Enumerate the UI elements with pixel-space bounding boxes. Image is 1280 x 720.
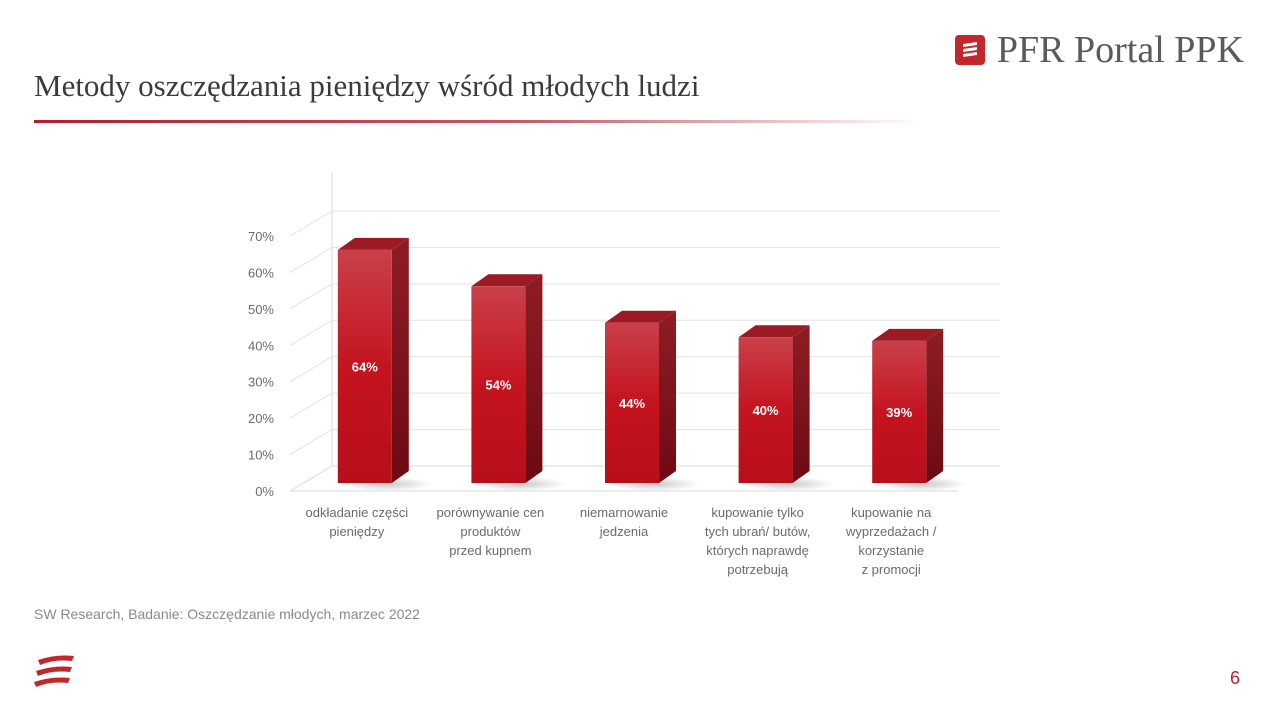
y-tick-label: 10% bbox=[248, 448, 274, 463]
y-tick-label: 50% bbox=[248, 302, 274, 317]
bar-top bbox=[337, 237, 409, 250]
gridline-side bbox=[289, 283, 333, 310]
bar-side bbox=[792, 325, 810, 483]
y-tick-label: 30% bbox=[248, 375, 274, 390]
gridline-side bbox=[289, 356, 333, 383]
bar-top bbox=[872, 328, 944, 341]
bar-side bbox=[525, 274, 543, 483]
bar-side bbox=[391, 237, 409, 483]
title-divider bbox=[34, 120, 924, 123]
x-tick-label: odkładanie części pieniędzy bbox=[305, 505, 408, 539]
bar-top bbox=[471, 274, 543, 287]
gridline-side bbox=[289, 246, 333, 273]
bar-chart: 0%10%20%30%40%50%60%70% 64%54%44% 40% 39% … bbox=[248, 172, 1000, 577]
pfr-logo-icon bbox=[954, 35, 985, 65]
bars: 64% 54% 44% 40% 39% bbox=[337, 237, 968, 491]
bar-front bbox=[872, 340, 927, 483]
bar-front bbox=[605, 322, 659, 483]
data-label: 54% bbox=[485, 378, 511, 393]
y-axis: 0% 10% 20% 30% 40% 50% 60% 70% bbox=[248, 229, 274, 499]
gridline-side bbox=[289, 319, 333, 346]
gridline-side bbox=[289, 392, 333, 419]
y-tick-label: 0% bbox=[255, 484, 274, 499]
y-tick-label: 60% bbox=[248, 265, 274, 280]
bar: 54% bbox=[471, 274, 567, 491]
data-label: 39% bbox=[886, 405, 912, 420]
source-note: SW Research, Badanie: Oszczędzanie młody… bbox=[34, 606, 420, 622]
page-number: 6 bbox=[1229, 668, 1240, 688]
y-tick-label: 40% bbox=[248, 338, 274, 353]
brand-name: PFR Portal PPK bbox=[996, 29, 1244, 71]
bar: 40% bbox=[738, 325, 834, 491]
brand-logo: PFR Portal PPK bbox=[954, 28, 1244, 72]
bar-front bbox=[471, 286, 526, 483]
x-tick-label: niemarnowanie jedzenia bbox=[580, 505, 668, 539]
y-tick-label: 70% bbox=[248, 229, 274, 244]
y-tick-label: 20% bbox=[248, 411, 274, 426]
bar-side bbox=[659, 310, 676, 483]
bar: 64% bbox=[337, 237, 433, 491]
slide-title: Metody oszczędzania pieniędzy wśród młod… bbox=[34, 68, 700, 103]
x-axis: odkładanie części pieniędzy porównywanie c… bbox=[305, 505, 936, 577]
bar: 44% bbox=[605, 310, 700, 491]
x-tick-label: kupowanie na wyprzedażach / korzystanie z p… bbox=[845, 505, 937, 577]
x-tick-label: porównywanie cen produktów przed kupnem bbox=[437, 505, 545, 558]
data-label: 64% bbox=[352, 359, 378, 374]
bar-front bbox=[738, 337, 793, 483]
bar-top bbox=[605, 310, 676, 323]
bar-front bbox=[337, 249, 392, 483]
data-label: 40% bbox=[753, 403, 779, 418]
pfr-logo-icon bbox=[34, 655, 74, 687]
gridline-side bbox=[289, 429, 333, 456]
bar-side bbox=[926, 328, 944, 483]
bar-top bbox=[738, 325, 810, 338]
x-tick-label: kupowanie tylko tych ubrań/ butów, których… bbox=[705, 505, 811, 577]
bar: 39% bbox=[872, 328, 968, 491]
gridline-side bbox=[289, 210, 333, 237]
floor-edge-left bbox=[289, 465, 333, 492]
data-label: 44% bbox=[619, 396, 645, 411]
